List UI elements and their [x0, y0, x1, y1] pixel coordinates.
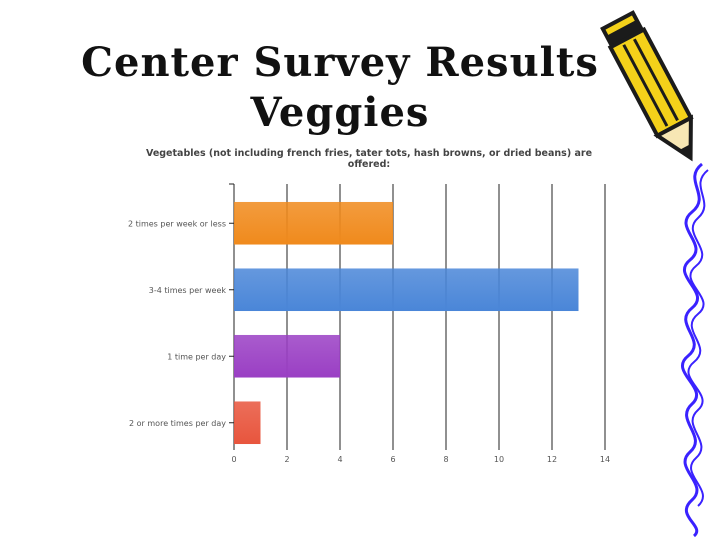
slide-title-line-2: Veggies	[250, 89, 430, 136]
x-tick-label: 8	[443, 455, 448, 464]
x-tick-label: 12	[547, 455, 557, 464]
chart-category-labels: 2 times per week or less 3-4 times per we…	[128, 183, 234, 428]
chart-title-text: Vegetables (not including french fries, …	[146, 148, 592, 170]
bar-3	[234, 334, 340, 378]
bar-1	[234, 201, 393, 245]
chart-title-line-2: offered:	[348, 159, 390, 170]
chart-title: Vegetables (not including french fries, …	[146, 148, 592, 170]
x-tick-label: 6	[390, 455, 395, 464]
category-label: 2 or more times per day	[129, 419, 226, 428]
x-tick-label: 0	[231, 455, 236, 464]
chart-x-ticks: 0 2 4 6 8 10 12 14	[231, 455, 610, 464]
category-label: 3-4 times per week	[149, 286, 227, 295]
bar-2	[234, 268, 579, 312]
category-label: 1 time per day	[167, 352, 226, 361]
slide-title: Center Survey Results Veggies	[60, 38, 620, 138]
x-tick-label: 4	[337, 455, 342, 464]
category-label: 2 times per week or less	[128, 219, 226, 228]
bar-4	[234, 401, 261, 445]
pencil-icon	[600, 10, 694, 162]
x-tick-label: 10	[494, 455, 504, 464]
slide-title-line-1: Center Survey Results	[81, 39, 599, 86]
x-tick-label: 14	[600, 455, 610, 464]
bar-chart: Vegetables (not including french fries, …	[128, 148, 610, 464]
blue-squiggle-line	[680, 162, 709, 538]
chart-bars	[234, 201, 579, 445]
chart-title-line-1: Vegetables (not including french fries, …	[146, 148, 592, 159]
x-tick-label: 2	[284, 455, 289, 464]
